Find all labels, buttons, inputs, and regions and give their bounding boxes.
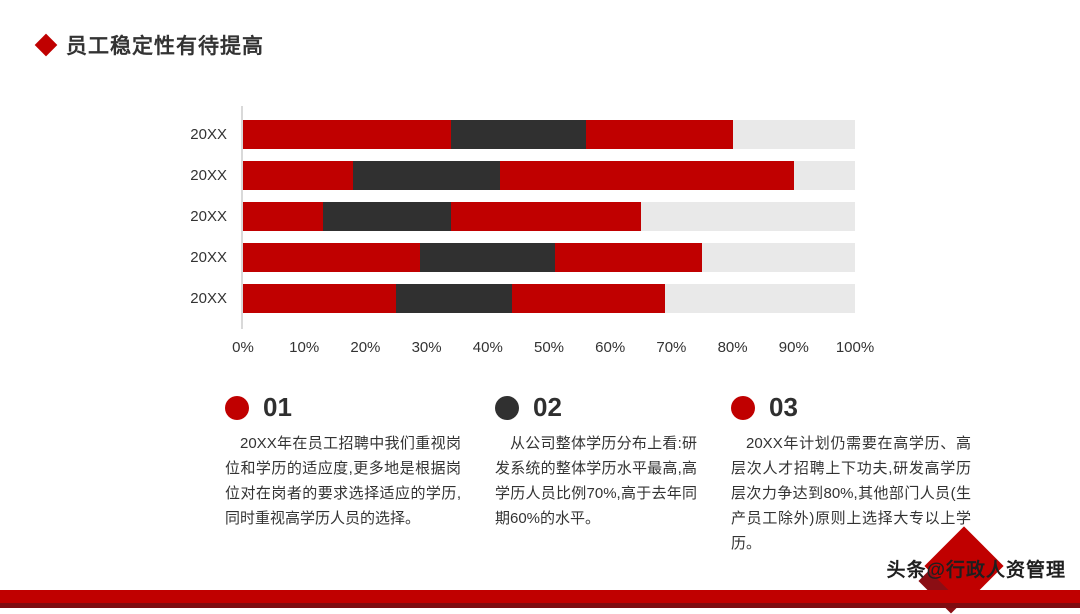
x-axis-tick-label: 100%: [835, 339, 875, 356]
point-02-header: 02: [495, 392, 697, 423]
category-label: 20XX: [190, 208, 227, 225]
category-label: 20XX: [190, 167, 227, 184]
point-02-number: 02: [533, 392, 562, 422]
x-axis: 0% 10% 20% 30% 40% 50% 60% 70% 80% 90% 100%: [232, 339, 874, 361]
footer-bar-main: [0, 590, 1080, 603]
chart-plot-area: 20XX 20XX 20XX 20XX 20XX: [190, 106, 865, 329]
chart-row: 20XX: [190, 278, 865, 319]
points-section: 01 20XX年在员工招聘中我们重视岗位和学历的适应度,更多地是根据岗位对在岗者…: [225, 392, 971, 556]
category-label: 20XX: [190, 126, 227, 143]
point-03-dot-icon: [731, 395, 755, 420]
bar-segment-red-2: [451, 202, 641, 231]
bar-segment-red-1: [243, 243, 421, 272]
stacked-bar-chart: 20XX 20XX 20XX 20XX 20XX 0% 10% 20% 30% 40% 50% 60…: [185, 106, 874, 361]
bar-segment-red-1: [243, 120, 452, 149]
category-label: 20XX: [190, 290, 227, 307]
bar-segment-red-1: [243, 202, 323, 231]
x-axis-tick-label: 70%: [656, 339, 687, 356]
bar-segment-dark: [396, 284, 513, 313]
chart-row: 20XX: [190, 114, 865, 155]
footer-bar-accent: [0, 603, 1080, 608]
bar-segment-dark: [353, 161, 501, 190]
point-02-dot-icon: [495, 395, 519, 420]
point-03-header: 03: [731, 392, 971, 423]
point-01-dot-icon: [225, 395, 249, 420]
point-03-text: 20XX年计划仍需要在高学历、高层次人才招聘上下功夫,研发高学历层次力争达到80…: [731, 435, 971, 552]
page-title: 员工稳定性有待提高: [66, 35, 264, 58]
x-axis-tick-label: 50%: [533, 339, 565, 356]
x-axis-tick-label: 30%: [411, 339, 442, 356]
bar-track: [243, 161, 855, 190]
watermark: 头条@行政人资管理: [886, 560, 1066, 581]
chart-row: 20XX: [190, 196, 865, 237]
bar-segment-dark: [322, 202, 452, 231]
x-axis-tick-label: 40%: [472, 339, 503, 356]
footer-bar: [0, 590, 1080, 608]
point-01-number: 01: [263, 392, 292, 422]
point-03-number: 03: [769, 392, 798, 422]
bar-segment-red-1: [243, 284, 396, 313]
point-item-02: 02 从公司整体学历分布上看:研发系统的整体学历水平最高,高学历人员比例70%,…: [495, 392, 697, 556]
bar-track: [243, 284, 855, 313]
title-diamond-icon: [34, 33, 58, 57]
category-label: 20XX: [190, 249, 227, 266]
x-axis-tick-label: 90%: [778, 339, 809, 356]
x-axis-tick-label: 20%: [350, 339, 381, 356]
point-02-text: 从公司整体学历分布上看:研发系统的整体学历水平最高,高学历人员比例70%,高于去…: [495, 435, 697, 527]
x-axis-tick-label: 60%: [595, 339, 626, 356]
x-axis-tick-label: 0%: [232, 339, 254, 356]
chart-row: 20XX: [190, 155, 865, 196]
slide-header: 员工稳定性有待提高: [34, 30, 264, 60]
point-01-header: 01: [225, 392, 461, 423]
bar-track: [243, 120, 855, 149]
point-01-text: 20XX年在员工招聘中我们重视岗位和学历的适应度,更多地是根据岗位对在岗者的要求…: [225, 435, 461, 527]
bar-segment-red-2: [585, 120, 733, 149]
bar-segment-red-1: [243, 161, 354, 190]
bar-segment-red-2: [555, 243, 702, 272]
chart-row: 20XX: [190, 237, 865, 278]
bar-segment-dark: [451, 120, 586, 149]
bar-segment-dark: [420, 243, 556, 272]
bar-track: [243, 243, 855, 272]
x-axis-tick-label: 80%: [717, 339, 748, 356]
bar-segment-red-2: [500, 161, 794, 190]
x-axis-tick-label: 10%: [289, 339, 320, 356]
bar-track: [243, 202, 855, 231]
bar-segment-red-2: [512, 284, 666, 313]
point-item-03: 03 20XX年计划仍需要在高学历、高层次人才招聘上下功夫,研发高学历层次力争达…: [731, 392, 971, 556]
point-item-01: 01 20XX年在员工招聘中我们重视岗位和学历的适应度,更多地是根据岗位对在岗者…: [225, 392, 461, 556]
